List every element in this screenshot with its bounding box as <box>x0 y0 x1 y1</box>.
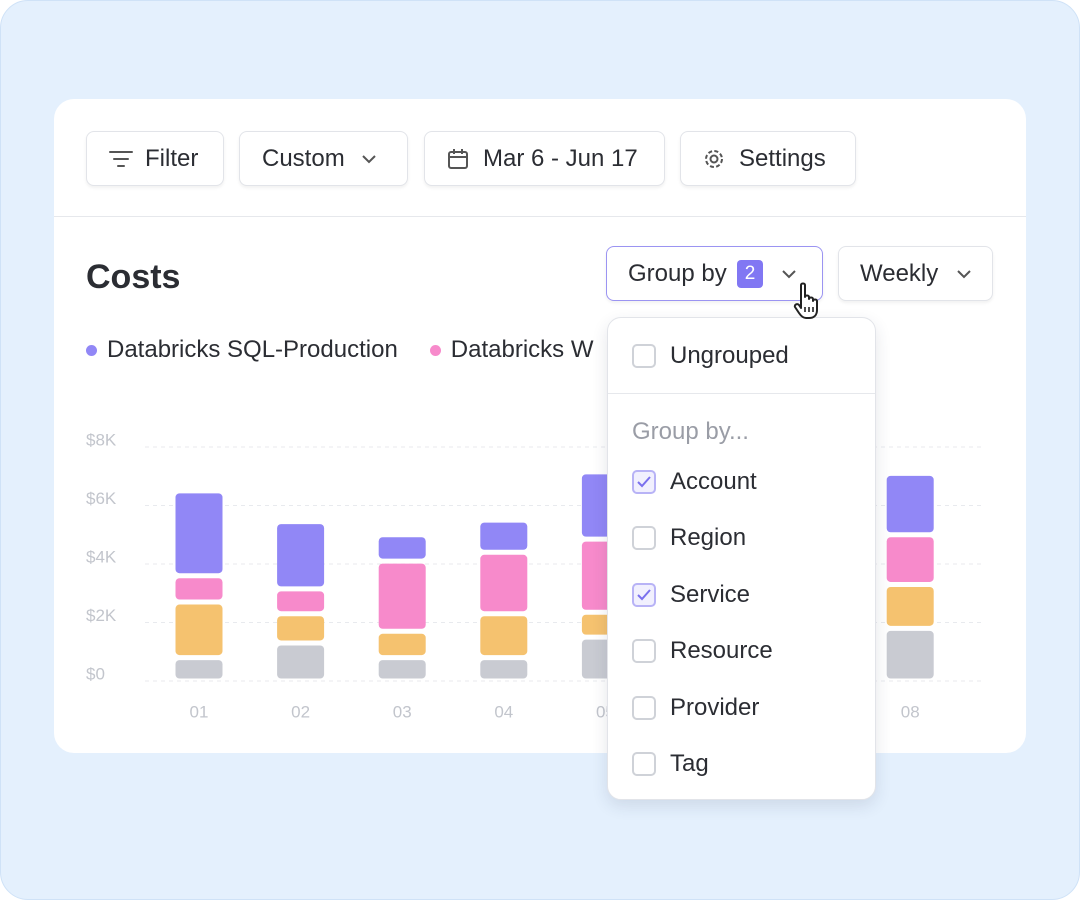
group-option[interactable]: Tag <box>632 750 709 778</box>
preset-label: Custom <box>262 144 345 172</box>
bar-segment <box>480 554 528 612</box>
option-label: Tag <box>670 750 709 777</box>
bar-segment <box>378 633 426 656</box>
checkbox <box>632 752 656 776</box>
bar-segment <box>175 604 223 656</box>
x-tick-label: 04 <box>494 702 513 721</box>
legend-item: Databricks SQL-Production <box>86 336 398 364</box>
option-label: Provider <box>670 693 760 721</box>
y-tick-label: $4K <box>86 547 117 566</box>
filter-button[interactable]: Filter <box>86 131 224 186</box>
group-option[interactable]: Account <box>632 468 757 496</box>
legend: Databricks SQL-Production Databricks W <box>86 336 593 364</box>
checkmark <box>637 476 651 488</box>
bar-segment <box>378 563 426 629</box>
interval-button[interactable]: Weekly <box>838 246 993 301</box>
bar-segment <box>277 524 325 587</box>
legend-label: Databricks SQL-Production <box>107 336 398 363</box>
option-label: Region <box>670 524 747 552</box>
bar-segment <box>886 630 934 679</box>
group-by-button[interactable]: Group by 2 <box>606 246 823 301</box>
option-label: Ungrouped <box>670 342 789 369</box>
checkbox <box>632 582 656 607</box>
date-button[interactable]: Mar 6 - Jun 17 <box>424 131 665 186</box>
x-tick-label: 02 <box>291 702 310 721</box>
bar-segment <box>480 660 528 679</box>
check-path <box>637 589 651 601</box>
group-by-count: 2 <box>736 259 764 288</box>
gear-icon <box>705 149 723 168</box>
filter-label: Filter <box>145 144 199 172</box>
group-by-menu: Ungrouped Group by... Account Region Servi… <box>607 317 876 800</box>
y-tick-label: $6K <box>86 489 117 508</box>
bar-segment <box>277 591 325 612</box>
bar-segment <box>378 660 426 679</box>
x-tick-label: 03 <box>393 702 412 721</box>
checkbox <box>632 470 656 494</box>
calendar-icon <box>448 148 468 169</box>
legend-label: Databricks W <box>450 336 594 363</box>
bar-segment <box>175 578 223 600</box>
checkbox <box>632 695 656 720</box>
chevron <box>782 269 797 278</box>
legend-dot <box>86 344 97 356</box>
menu-divider <box>608 393 875 394</box>
check-path <box>637 476 651 488</box>
bar-segment <box>886 537 934 582</box>
checkbox <box>632 526 656 551</box>
option-label: Resource <box>670 637 773 665</box>
preset-button[interactable]: Custom <box>239 131 408 186</box>
y-tick-label: $8K <box>86 430 117 449</box>
divider <box>54 216 1026 217</box>
x-tick-label: 08 <box>901 702 920 721</box>
settings-button[interactable]: Settings <box>680 131 856 186</box>
x-tick-label: 01 <box>190 702 209 721</box>
bar-segment <box>480 616 528 656</box>
bar-segment <box>175 660 223 679</box>
bar-segment <box>175 493 223 574</box>
option-label: Account <box>670 468 757 495</box>
legend-dot <box>429 344 441 356</box>
bar-segment <box>886 475 934 533</box>
bar-segment <box>277 616 325 641</box>
option-label: Service <box>670 580 751 608</box>
group-option[interactable]: Service <box>632 581 750 609</box>
menu-heading: Group by... <box>632 418 749 445</box>
bar-segment <box>480 522 528 550</box>
filter-icon <box>109 150 133 167</box>
group-by-label: Group by <box>628 259 727 287</box>
settings-label: Settings <box>739 144 826 172</box>
chevron <box>361 154 376 163</box>
interval-label: Weekly <box>860 259 939 287</box>
bar-segment <box>886 586 934 626</box>
section-title: Costs <box>86 258 181 296</box>
chevron <box>957 269 971 278</box>
group-option[interactable]: Provider <box>632 694 759 722</box>
y-tick-label: $2K <box>86 606 117 625</box>
bar-segment <box>378 537 426 559</box>
hand-cursor <box>793 282 818 319</box>
ungrouped-option[interactable]: Ungrouped <box>632 342 789 370</box>
bar-segment <box>277 645 325 679</box>
checkbox <box>632 344 656 368</box>
checkmark <box>637 589 651 601</box>
date-label: Mar 6 - Jun 17 <box>483 144 638 172</box>
checkbox <box>632 639 656 664</box>
group-option[interactable]: Resource <box>632 637 773 665</box>
y-tick-label: $0 <box>86 664 105 683</box>
legend-item: Databricks W <box>429 336 594 364</box>
group-option[interactable]: Region <box>632 524 746 552</box>
